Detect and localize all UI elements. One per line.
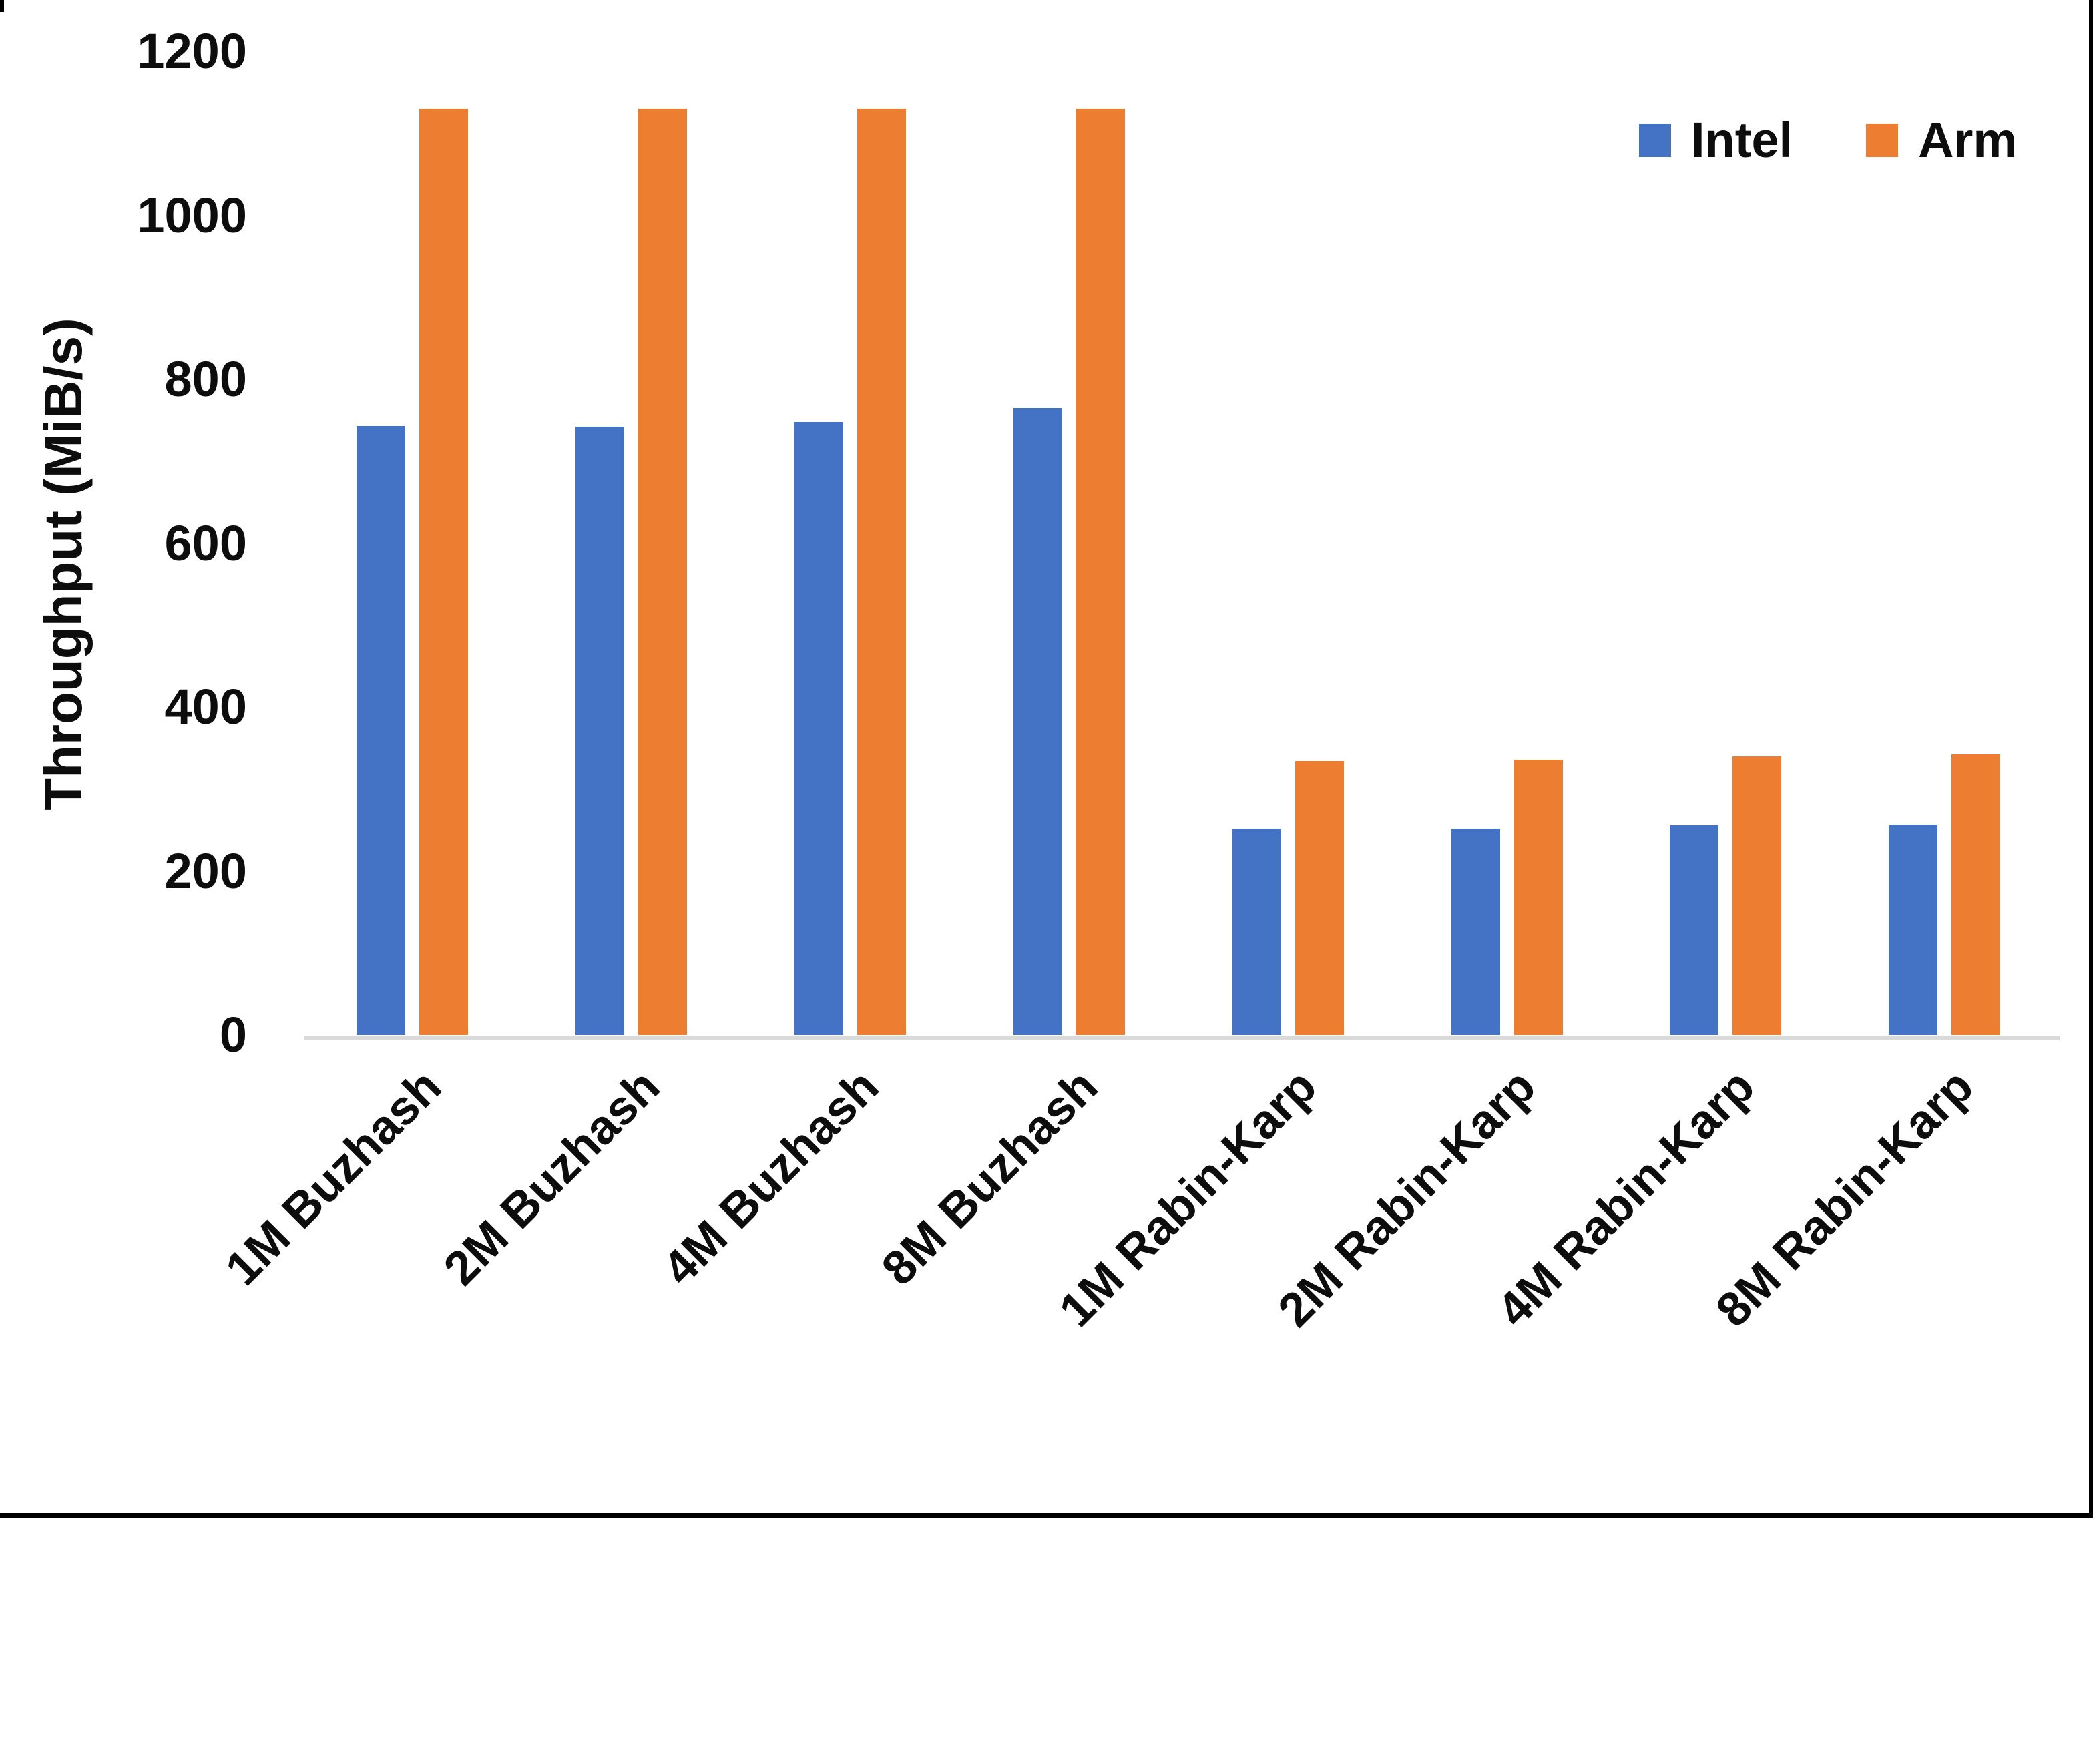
screenshot-border-bottom (0, 1513, 2093, 1518)
bar-intel-2m-buzhash (575, 427, 624, 1035)
bar-arm-8m-buzhash (1076, 108, 1125, 1035)
x-axis-line (304, 1036, 2060, 1040)
legend-item-intel: Intel (1639, 114, 1793, 167)
y-tick-label-1200: 1200 (137, 23, 247, 79)
bar-intel-2m-rabin-karp (1451, 828, 1500, 1035)
bar-intel-4m-rabin-karp (1670, 825, 1719, 1035)
legend-label-arm: Arm (1918, 112, 2018, 168)
bar-arm-4m-rabin-karp (1732, 756, 1782, 1035)
bar-arm-8m-rabin-karp (1951, 754, 2001, 1035)
y-tick-label-600: 600 (164, 515, 247, 571)
legend-label-intel: Intel (1691, 112, 1793, 168)
screenshot-border-right (2089, 0, 2093, 1518)
bar-intel-8m-rabin-karp (1889, 824, 1938, 1035)
bar-arm-1m-buzhash (419, 108, 468, 1035)
legend: Intel Arm (1639, 114, 2017, 167)
bar-intel-4m-buzhash (794, 421, 843, 1035)
bar-arm-1m-rabin-karp (1295, 761, 1344, 1035)
throughput-bar-chart: Throughput (MiB/s) 0 200 400 600 800 1000 1200… (0, 0, 2093, 1518)
y-tick-label-0: 0 (219, 1007, 247, 1062)
bar-arm-4m-buzhash (857, 108, 906, 1035)
y-tick-label-400: 400 (164, 679, 247, 734)
bar-intel-8m-buzhash (1013, 407, 1062, 1035)
bar-intel-1m-buzhash (357, 425, 405, 1035)
legend-swatch-intel (1639, 124, 1671, 157)
bar-arm-2m-rabin-karp (1514, 759, 1563, 1035)
bar-intel-1m-rabin-karp (1232, 828, 1281, 1035)
screenshot-border-corner (0, 0, 4, 12)
y-tick-label-800: 800 (164, 351, 247, 407)
bar-arm-2m-buzhash (638, 108, 687, 1035)
legend-item-arm: Arm (1866, 114, 2017, 167)
y-tick-label-1000: 1000 (137, 187, 247, 243)
y-tick-label-200: 200 (164, 843, 247, 899)
legend-swatch-arm (1866, 124, 1899, 157)
